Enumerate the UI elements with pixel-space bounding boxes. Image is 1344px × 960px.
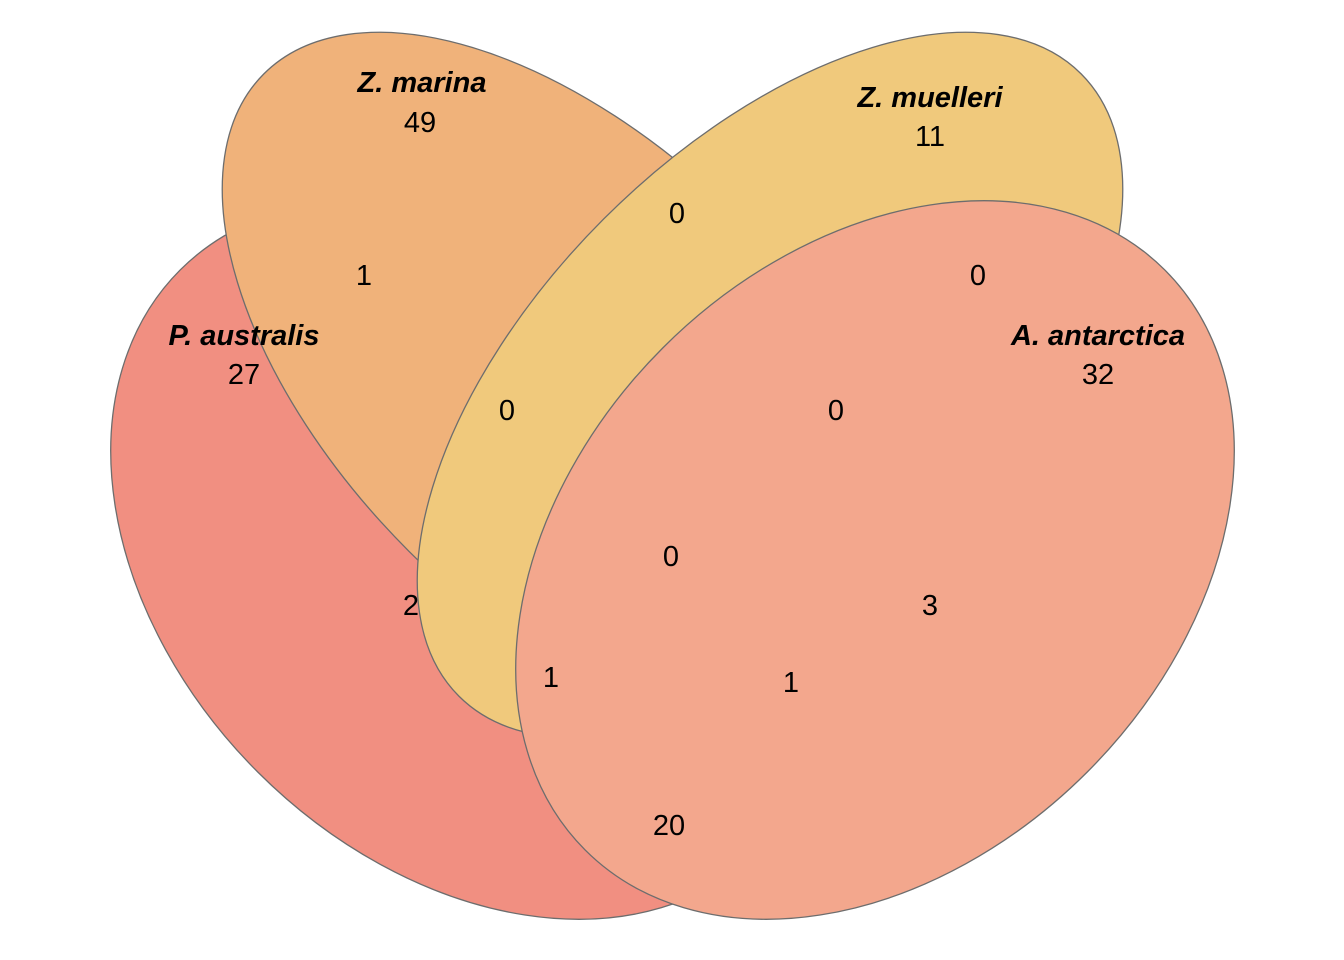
set-name-z-marina: Z. marina: [357, 67, 487, 99]
region-count-zmarina-zmuelleri-aantarctica: 0: [828, 395, 844, 427]
region-counts: 0 1 0 0 0 2 0 3 1 1 20: [356, 198, 986, 842]
region-count-paustralis-zmuelleri-aantarctica: 1: [543, 662, 559, 694]
region-count-all-four: 0: [663, 541, 679, 573]
set-name-a-antarctica: A. antarctica: [1010, 320, 1185, 352]
set-shape-a-antarctica: [515, 200, 1235, 920]
set-labels: Z. marina 49 Z. muelleri 11 P. australis…: [168, 67, 1185, 391]
set-count-p-australis: 27: [228, 359, 260, 391]
region-count-zmarina-aantarctica: 3: [922, 590, 938, 622]
set-name-z-muelleri: Z. muelleri: [856, 82, 1003, 114]
set-count-a-antarctica: 32: [1082, 359, 1114, 391]
set-name-p-australis: P. australis: [168, 320, 319, 352]
region-count-paustralis-zmarina: 1: [356, 260, 372, 292]
set-count-z-marina: 49: [404, 107, 436, 139]
region-count-zmuelleri-aantarctica: 0: [970, 260, 986, 292]
region-count-paustralis-zmarina-zmuelleri: 0: [499, 395, 515, 427]
region-count-paustralis-aantarctica: 20: [653, 810, 685, 842]
region-count-paustralis-zmarina-aantarctica: 1: [783, 667, 799, 699]
set-count-z-muelleri: 11: [915, 121, 945, 153]
region-count-zmarina-zmuelleri: 0: [669, 198, 685, 230]
region-count-paustralis-zmuelleri: 2: [403, 590, 419, 622]
